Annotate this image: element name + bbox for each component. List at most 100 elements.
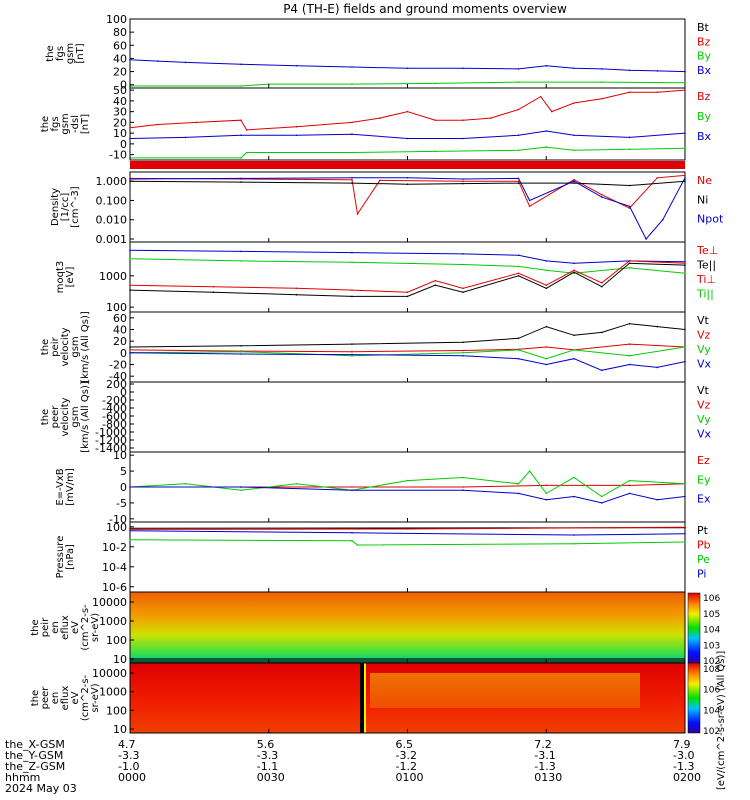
y-axis-title-line: [km/s (All Qs)] [80, 381, 91, 453]
legend-label: Pb [697, 539, 711, 552]
series-point-Npot [528, 199, 531, 202]
series-point-Te|| [295, 293, 298, 296]
series-point-Pi [351, 532, 353, 534]
series-point-Bz [539, 95, 542, 98]
y-tick-label: -40 [109, 370, 127, 383]
panel-3: 1.000 0.100 0.010 0.001 Density [1/cc] [cm^-3]… [50, 171, 724, 246]
series-point-Vz [351, 350, 353, 353]
series-point-Vx [628, 363, 631, 366]
series-point-Ne [656, 177, 659, 179]
series-point-Ti⊥ [462, 253, 464, 255]
series-point-Bx [184, 61, 187, 64]
series-point-Vy [545, 357, 548, 360]
series-point-Ti|| [351, 261, 353, 264]
series-point-Ni [573, 182, 575, 184]
series-point-Ex [545, 498, 548, 501]
series-point-Npot [462, 178, 464, 180]
series-point-Pe [351, 540, 353, 542]
legend-label: Ne [697, 174, 712, 187]
series-point-By [434, 82, 437, 85]
series-point-By [351, 83, 353, 85]
y-tick-label: 10000 [92, 667, 127, 680]
legend-label: Ti⊥ [696, 273, 716, 286]
y-axis-title-line: fgs [50, 116, 61, 131]
series-point-Bx [351, 66, 353, 68]
series-point-Bx [684, 132, 686, 134]
series-point-Npot [645, 238, 647, 240]
legend-label: Pi [697, 568, 706, 581]
series-point-Bz [601, 97, 603, 100]
y-axis-title-line: eflux [60, 615, 71, 640]
series-point-Ni [351, 182, 353, 184]
series-point-Te⊥ [517, 272, 520, 275]
y-axis-title-line: the [40, 339, 51, 355]
series-point-Ni [129, 180, 131, 182]
series-point-Npot [351, 177, 353, 179]
orbit-tick-value: -1.3 [673, 760, 694, 773]
legend-label: Bz [697, 35, 711, 48]
series-point-Te|| [517, 275, 520, 277]
y-axis-title-line: E=-VxB [55, 468, 66, 505]
series-point-Ex [656, 498, 659, 501]
series-point-Bx [684, 70, 686, 73]
y-axis-title-line: [cm^-3] [70, 186, 81, 227]
orbit-tick-value: 0130 [534, 771, 562, 784]
y-axis-title-line: velocity [60, 327, 71, 366]
decorations [130, 161, 701, 734]
y-axis-title-line: (cm^2-s- [80, 674, 91, 721]
series-point-Vt [240, 345, 242, 347]
series-point-By [245, 151, 248, 154]
orbit-tick-value: -3.3 [257, 749, 278, 762]
series-line-Vy [129, 346, 686, 360]
series-point-Bz [240, 119, 242, 121]
series-line-Pi [129, 530, 686, 536]
series-point-Bx [240, 63, 242, 66]
colorbar-tick-label: 106 [703, 686, 720, 696]
y-axis-title-line: -dsl [70, 115, 81, 133]
series-point-Ni [240, 181, 242, 183]
series-point-Vz [462, 349, 464, 352]
colorbar-tick-label: 102 [703, 657, 720, 667]
series-point-Ti|| [462, 263, 464, 266]
orbit-tick-value: 7.9 [673, 738, 691, 751]
series-point-Ey [601, 495, 603, 498]
series-point-Bx [573, 134, 575, 137]
series-point-Te⊥ [462, 287, 464, 290]
legend-label: Ti|| [696, 288, 714, 301]
series-point-Ex [129, 486, 131, 488]
series-point-Ex [573, 495, 575, 498]
series-point-Bz [490, 117, 492, 119]
series-point-Bz [129, 127, 131, 129]
series-point-Vy [684, 346, 686, 348]
series-point-Te⊥ [129, 284, 131, 287]
legend-label: By [697, 110, 712, 123]
y-tick-label: 0 [120, 347, 127, 360]
series-point-Te|| [601, 285, 603, 288]
series-point-Te⊥ [573, 269, 575, 272]
legend-label: Bz [697, 90, 711, 103]
series-point-Ti⊥ [240, 250, 242, 253]
series-point-Te⊥ [684, 262, 686, 265]
y-tick-label: 10 [113, 127, 127, 140]
y-tick-label: 100 [106, 301, 127, 314]
series-point-Pi [573, 534, 575, 536]
series-point-Vx [684, 360, 686, 363]
heatmap-band [370, 673, 640, 708]
y-axis-title-line: peir [50, 336, 61, 356]
series-point-Ez [628, 484, 631, 487]
series-line-Ti⊥ [129, 249, 686, 264]
y-axis-title-line: gsm [60, 113, 71, 134]
series-point-Ne [684, 174, 686, 177]
orbit-tick-value: 7.2 [534, 738, 552, 751]
y-tick-label: 10 [113, 653, 127, 666]
legend-label: Vz [697, 329, 711, 342]
y-tick-label: -10 [109, 513, 127, 526]
y-axis-title-line: en [50, 621, 61, 634]
series-point-Ex [601, 502, 603, 504]
series-point-Vt [628, 322, 631, 325]
legend-label: Vt [697, 314, 710, 327]
series-point-Bz [379, 117, 381, 119]
y-tick-label: 1.000 [96, 175, 128, 188]
